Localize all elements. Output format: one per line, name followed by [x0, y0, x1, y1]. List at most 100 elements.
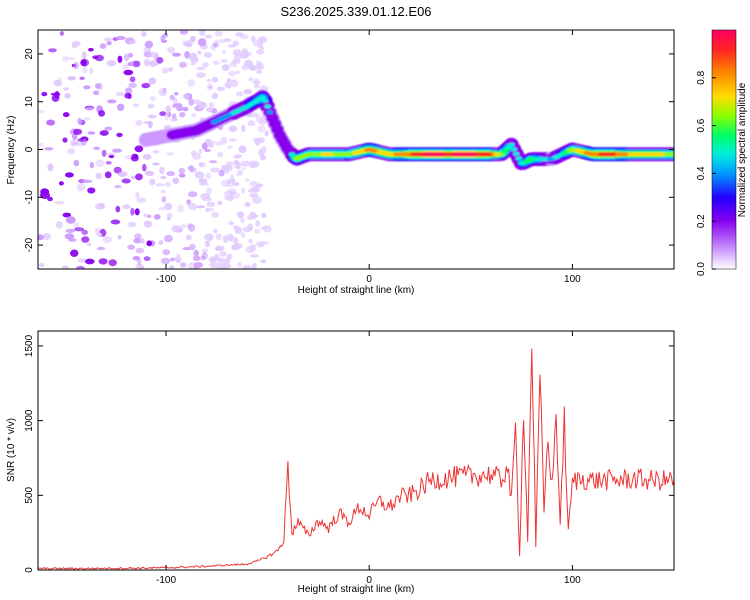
noise-speckle	[161, 67, 169, 74]
noise-speckle	[132, 60, 141, 68]
noise-speckle	[67, 148, 76, 155]
noise-speckle	[218, 169, 225, 177]
noise-speckle	[215, 233, 222, 241]
noise-speckle	[214, 39, 220, 45]
colorbar-tick-label: 0.6	[696, 118, 707, 132]
noise-speckle	[187, 191, 198, 198]
noise-speckle	[260, 225, 268, 231]
noise-speckle	[255, 241, 266, 246]
noise-speckle	[204, 233, 214, 241]
noise-speckle	[167, 46, 176, 54]
noise-speckle	[99, 130, 109, 136]
noise-speckle	[159, 166, 165, 175]
noise-speckle	[255, 64, 262, 69]
snr-x-axis-label: Height of straight line (km)	[298, 584, 415, 595]
snr-y-axis-label: SNR (10 * v/v)	[6, 418, 17, 482]
noise-speckle	[110, 219, 121, 225]
noise-speckle	[217, 151, 224, 158]
noise-speckle	[66, 57, 76, 60]
noise-speckle	[234, 153, 243, 158]
noise-speckle	[195, 72, 206, 78]
noise-speckle	[50, 92, 61, 96]
noise-speckle	[61, 265, 69, 269]
noise-speckle	[227, 188, 237, 194]
noise-speckle	[197, 38, 207, 47]
noise-speckle	[227, 145, 233, 149]
noise-speckle	[152, 162, 160, 166]
noise-speckle	[104, 126, 113, 131]
noise-speckle	[250, 254, 259, 258]
y-tick-label: 1000	[24, 409, 35, 432]
noise-speckle	[115, 91, 125, 97]
noise-speckle	[230, 178, 236, 183]
noise-speckle	[76, 183, 86, 192]
y-tick-label: 10	[24, 96, 35, 108]
noise-speckle	[229, 61, 238, 68]
noise-speckle	[243, 88, 253, 95]
noise-speckle	[172, 52, 181, 57]
noise-speckle	[205, 172, 212, 179]
noise-speckle	[166, 217, 171, 221]
noise-speckle	[212, 92, 218, 100]
x-tick-label: 0	[366, 274, 372, 285]
noise-speckle	[254, 228, 261, 234]
noise-speckle	[93, 146, 101, 150]
colorbar-label: Normalized spectral amplitude	[737, 82, 748, 217]
colorbar-tick-label: 0.4	[696, 166, 707, 180]
noise-speckle	[81, 236, 90, 243]
noise-speckle	[96, 246, 106, 251]
noise-speckle	[162, 32, 169, 38]
noise-speckle	[163, 234, 173, 243]
noise-speckle	[206, 186, 212, 195]
noise-speckle	[156, 57, 164, 64]
noise-speckle	[185, 234, 192, 241]
noise-speckle	[136, 197, 147, 203]
noise-speckle	[260, 156, 267, 161]
noise-speckle	[242, 265, 252, 269]
noise-speckle	[165, 105, 172, 113]
noise-speckle	[199, 162, 207, 168]
noise-speckle	[257, 40, 264, 49]
noise-speckle	[260, 146, 267, 154]
noise-speckle	[150, 51, 158, 58]
noise-speckle	[206, 83, 213, 91]
noise-speckle	[158, 207, 166, 211]
noise-speckle	[147, 103, 155, 109]
x-tick-label: 100	[564, 575, 581, 586]
spectrogram-x-axis-label: Height of straight line (km)	[298, 285, 415, 296]
noise-speckle	[82, 65, 88, 74]
noise-speckle	[65, 228, 76, 233]
noise-speckle	[82, 179, 93, 184]
noise-speckle	[68, 238, 77, 242]
noise-speckle	[114, 184, 122, 189]
noise-speckle	[83, 85, 91, 90]
noise-speckle	[72, 41, 81, 47]
noise-speckle	[188, 165, 195, 173]
noise-speckle	[178, 167, 186, 174]
noise-speckle	[227, 79, 236, 83]
spectrogram-ridge	[138, 90, 674, 171]
noise-speckle	[241, 167, 247, 170]
noise-speckle	[198, 105, 204, 109]
noise-speckle	[223, 38, 232, 43]
noise-speckle	[95, 172, 103, 180]
noise-speckle	[148, 77, 156, 85]
noise-speckle	[133, 238, 143, 244]
noise-speckle	[206, 78, 212, 83]
noise-speckle	[38, 110, 45, 114]
noise-speckle	[174, 103, 183, 107]
noise-speckle	[129, 40, 137, 45]
noise-speckle	[121, 64, 129, 70]
noise-speckle	[212, 76, 218, 83]
noise-speckle	[141, 31, 147, 37]
noise-speckle	[214, 254, 220, 260]
noise-speckle	[233, 160, 240, 165]
noise-speckle	[63, 87, 69, 91]
noise-speckle	[47, 196, 53, 202]
noise-speckle	[162, 249, 171, 256]
noise-speckle	[257, 124, 266, 133]
y-tick-label: 500	[24, 487, 35, 504]
noise-speckle	[98, 258, 108, 265]
noise-speckle	[104, 37, 112, 42]
